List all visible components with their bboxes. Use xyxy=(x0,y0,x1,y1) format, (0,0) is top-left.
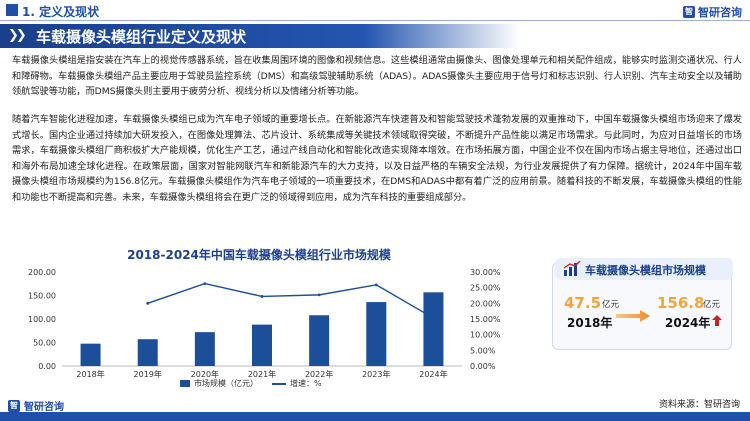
y-left-tick-label: 100.00 xyxy=(28,315,56,324)
footer-brand-icon: 智 xyxy=(8,399,20,412)
chart-bar xyxy=(80,343,101,366)
x-tick-label: 2024年 xyxy=(419,369,447,379)
footer-logo: 智 智研咨询 xyxy=(8,398,64,413)
y-left-tick-label: 0.00 xyxy=(38,362,56,371)
y-right-tick-label: 10.00% xyxy=(470,331,501,340)
chart-legend: 市场规模（亿元） 增速：% xyxy=(180,378,322,389)
top-bar: 1. 定义及现状 智 智研咨询 xyxy=(0,0,750,22)
chevron-right-icon: ❯❯ xyxy=(8,28,27,43)
legend-item-bar: 市场规模（亿元） xyxy=(180,378,258,389)
growth-rate-line xyxy=(147,282,434,319)
footer-brand-name: 智研咨询 xyxy=(24,402,64,413)
paragraph-definition: 车载摄像头模组是指安装在汽车上的视觉传感器系统，旨在收集周围环境的图像和视频信息… xyxy=(12,55,742,98)
start-value: 47.5 xyxy=(564,294,602,312)
section-marker-icon xyxy=(6,4,18,16)
y-left-tick-label: 200.00 xyxy=(28,268,56,277)
growth-rate-point xyxy=(260,295,264,298)
y-right-tick-label: 30.00% xyxy=(470,268,501,277)
chart-bar xyxy=(252,324,272,366)
chart-bar xyxy=(309,315,330,366)
legend-bar-label: 市场规模（亿元） xyxy=(194,379,258,388)
x-tick-label: 2021年 xyxy=(248,369,276,379)
growth-rate-point xyxy=(146,301,150,305)
growth-rate-point xyxy=(432,316,435,320)
x-tick-label: 2019年 xyxy=(134,369,162,379)
growth-rate-point xyxy=(374,283,378,287)
brand-icon: 智 xyxy=(683,6,695,18)
y-left-tick-label: 150.00 xyxy=(28,292,56,301)
market-size-chart: 0.00 50.00 100.00 150.00 200.00 0.00% 5.00% 10.… xyxy=(28,268,501,379)
end-year: 2024年 xyxy=(665,316,711,330)
divider xyxy=(0,20,750,21)
y-right-tick-label: 20.00% xyxy=(470,299,501,308)
up-arrow-icon xyxy=(712,315,722,326)
x-tick-label: 2018年 xyxy=(76,369,104,379)
y-right-tick-label: 5.00% xyxy=(470,346,496,355)
chart-bar xyxy=(366,302,387,366)
end-value: 156.8 xyxy=(657,294,705,312)
source-note: 资料来源：智研咨询 xyxy=(658,400,740,410)
growth-arrow-icon xyxy=(616,310,650,322)
y-right-tick-label: 15.00% xyxy=(470,315,501,324)
bar-chart-icon xyxy=(563,261,581,276)
growth-rate-point xyxy=(317,293,321,297)
summary-card-header: 车载摄像头模组市场规模 xyxy=(555,258,733,280)
summary-card-title: 车载摄像头模组市场规模 xyxy=(585,264,706,277)
chart-bar xyxy=(194,332,215,366)
start-year: 2018年 xyxy=(567,316,613,330)
legend-item-line: 增速：% xyxy=(272,378,322,389)
title-banner: ❯❯ 车载摄像头模组行业定义及现状 xyxy=(0,24,520,48)
x-tick-label: 2023年 xyxy=(362,369,390,379)
x-tick-label: 2022年 xyxy=(305,369,333,379)
footer-bar xyxy=(0,412,750,421)
chart-bar xyxy=(423,292,444,366)
y-left-tick-label: 50.00 xyxy=(33,339,56,348)
x-tick-label: 2020年 xyxy=(191,369,219,379)
y-right-tick-label: 0.00% xyxy=(470,362,496,371)
paragraph-status: 随着汽车智能化进程加速，车载摄像头模组已成为汽车电子领域的重要增长点。在新能源汽… xyxy=(12,114,742,203)
legend-bar-swatch xyxy=(180,380,190,387)
section-title: 1. 定义及现状 xyxy=(22,5,100,19)
brand-logo: 智 智研咨询 xyxy=(683,4,742,20)
legend-line-swatch xyxy=(272,382,286,385)
legend-line-label: 增速：% xyxy=(290,379,322,388)
growth-rate-point xyxy=(203,282,207,285)
brand-name: 智研咨询 xyxy=(698,6,742,19)
start-unit: 亿元 xyxy=(602,300,620,310)
chart-title: 2018-2024年中国车载摄像头模组行业市场规模 xyxy=(127,248,391,262)
end-unit: 亿元 xyxy=(703,300,721,310)
chart-bar xyxy=(137,339,158,366)
y-right-tick-label: 25.00% xyxy=(470,284,501,293)
page-title: 车载摄像头模组行业定义及现状 xyxy=(36,28,247,46)
